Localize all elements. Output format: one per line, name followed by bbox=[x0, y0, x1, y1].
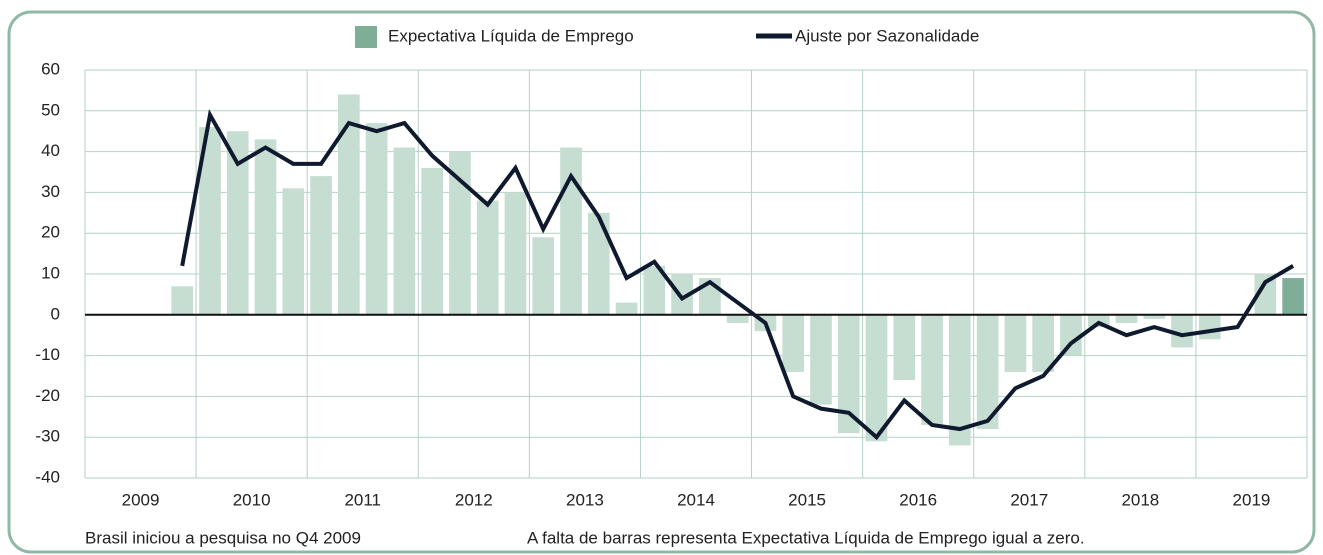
x-tick-label: 2018 bbox=[1121, 490, 1159, 509]
x-tick-label: 2016 bbox=[899, 490, 937, 509]
x-tick-label: 2011 bbox=[344, 490, 381, 509]
bar bbox=[1282, 278, 1304, 315]
bar bbox=[310, 176, 332, 315]
note: Brasil iniciou a pesquisa no Q4 2009 bbox=[85, 528, 361, 547]
bar bbox=[837, 314, 860, 434]
y-tick-label: 20 bbox=[41, 223, 60, 242]
bar bbox=[782, 314, 805, 372]
bar bbox=[532, 237, 555, 315]
y-tick-label: -10 bbox=[35, 345, 60, 364]
bar bbox=[671, 274, 693, 315]
bar bbox=[199, 127, 221, 315]
bar bbox=[254, 139, 277, 315]
note: A falta de barras representa Expectativa… bbox=[527, 528, 1085, 547]
x-tick-label: 2010 bbox=[233, 490, 271, 509]
bar bbox=[643, 265, 666, 315]
y-tick-label: 60 bbox=[41, 59, 60, 78]
x-tick-label: 2014 bbox=[677, 490, 715, 509]
y-tick-label: 50 bbox=[41, 100, 60, 119]
bar bbox=[338, 94, 360, 315]
bar bbox=[921, 314, 943, 425]
legend-label: Ajuste por Sazonalidade bbox=[795, 26, 979, 45]
bar bbox=[1254, 274, 1277, 315]
x-tick-label: 2012 bbox=[455, 490, 493, 509]
y-tick-label: -20 bbox=[35, 386, 60, 405]
bar bbox=[615, 302, 638, 315]
x-tick-label: 2019 bbox=[1233, 490, 1271, 509]
y-tick-label: 40 bbox=[41, 141, 60, 160]
y-tick-label: -30 bbox=[35, 427, 60, 446]
x-tick-label: 2013 bbox=[566, 490, 604, 509]
bar bbox=[893, 314, 916, 381]
bar bbox=[865, 314, 888, 442]
line bbox=[180, 109, 1295, 441]
bar bbox=[504, 192, 527, 315]
x-tick-label: 2017 bbox=[1010, 490, 1048, 509]
bar bbox=[1171, 314, 1193, 348]
bar bbox=[1004, 314, 1027, 372]
bar bbox=[282, 188, 305, 315]
bar bbox=[476, 200, 499, 315]
bar bbox=[365, 123, 388, 315]
bar bbox=[171, 286, 194, 315]
bar bbox=[587, 212, 610, 315]
bar bbox=[726, 314, 749, 323]
bar bbox=[949, 314, 971, 446]
y-tick-label: 0 bbox=[51, 304, 60, 323]
y-tick-label: 30 bbox=[41, 182, 60, 201]
x-tick-label: 2009 bbox=[122, 490, 160, 509]
legend-label: Expectativa Líquida de Emprego bbox=[388, 26, 634, 45]
bar bbox=[421, 167, 443, 315]
legend-swatch bbox=[355, 26, 377, 48]
bar bbox=[1032, 314, 1054, 372]
bar bbox=[393, 147, 416, 315]
bar bbox=[976, 314, 999, 430]
bar bbox=[1115, 314, 1138, 323]
y-tick-label: -40 bbox=[35, 467, 60, 486]
y-tick-label: 10 bbox=[41, 263, 60, 282]
x-tick-label: 2015 bbox=[788, 490, 826, 509]
bar bbox=[1060, 314, 1082, 356]
bar bbox=[226, 131, 249, 315]
bar bbox=[449, 151, 471, 315]
bar bbox=[1143, 314, 1166, 319]
bar bbox=[810, 314, 832, 405]
bar bbox=[1198, 314, 1221, 340]
